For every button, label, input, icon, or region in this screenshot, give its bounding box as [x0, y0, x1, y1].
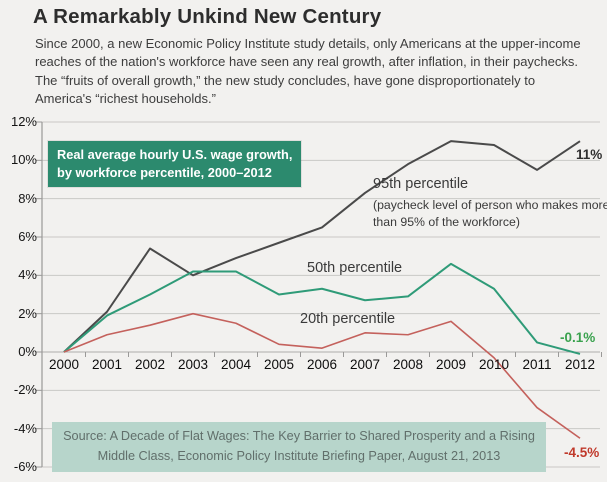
x-tick-label: 2009: [435, 357, 467, 372]
series-label-95th: 95th percentile: [373, 176, 469, 192]
y-tick-label: 2%: [18, 305, 37, 321]
x-tick-label: 2008: [392, 357, 424, 372]
x-tick-label: 2012: [564, 357, 596, 372]
chart-label-line1: Real average hourly U.S. wage growth,: [57, 147, 293, 162]
series-note-95th: (paycheck level of person who makes more…: [373, 198, 607, 229]
source-note: Source: A Decade of Flat Wages: The Key …: [52, 422, 546, 473]
y-tick-label: 4%: [18, 267, 37, 283]
y-tick-label: 10%: [10, 152, 37, 168]
end-value-20th: -4.5%: [564, 445, 600, 460]
end-value-95th: 11%: [576, 147, 603, 162]
end-value-50th: -0.1%: [560, 330, 596, 345]
page-title: A Remarkably Unkind New Century: [33, 5, 382, 28]
x-tick-label: 2011: [522, 357, 552, 372]
x-tick-label: 2005: [263, 357, 295, 372]
line-20th: [63, 312, 581, 439]
x-tick-label: 2003: [177, 357, 209, 372]
x-tick-label: 2010: [478, 357, 510, 372]
x-tick-label: 2006: [306, 357, 338, 372]
chart-subtitle: Since 2000, a new Economic Policy Instit…: [35, 36, 581, 107]
chart-label-box: Real average hourly U.S. wage growth, by…: [48, 141, 302, 188]
chart-label-line2: by workforce percentile, 2000–2012: [57, 164, 272, 180]
y-tick-label: -2%: [13, 382, 37, 398]
x-tick-label: 2001: [91, 357, 123, 372]
x-tick-label: 2007: [349, 357, 381, 372]
y-tick-label: 6%: [18, 229, 37, 244]
x-tick-label: 2004: [220, 357, 252, 372]
x-tick-label: 2002: [134, 357, 166, 372]
x-tick-label: 2000: [48, 357, 80, 372]
series-label-20th: 20th percentile: [300, 311, 396, 327]
y-tick-label: 8%: [18, 190, 37, 206]
y-tick-label: 0%: [18, 344, 37, 359]
y-tick-label: -6%: [13, 459, 37, 474]
line-95th: [63, 140, 581, 353]
y-tick-label: -4%: [13, 420, 37, 436]
line-50th: [63, 262, 581, 355]
y-tick-label: 12%: [10, 114, 37, 129]
series-label-50th: 50th percentile: [307, 260, 403, 276]
